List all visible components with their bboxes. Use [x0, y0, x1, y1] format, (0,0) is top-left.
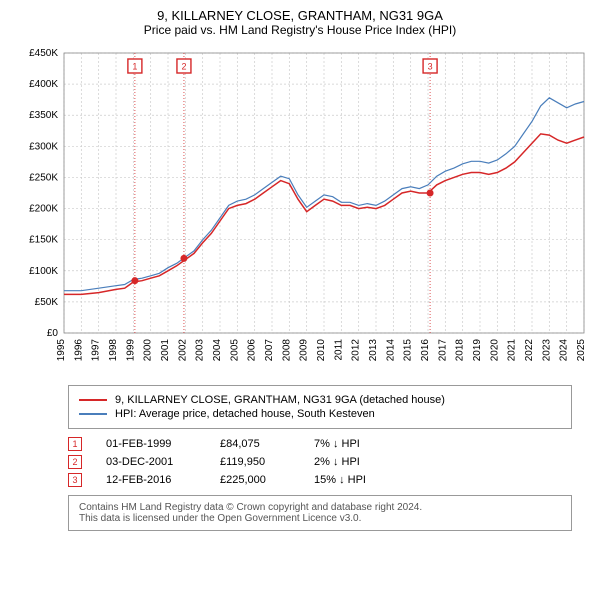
svg-text:2013: 2013	[368, 339, 379, 362]
svg-text:2012: 2012	[351, 339, 362, 362]
svg-text:2024: 2024	[559, 339, 570, 362]
svg-text:2009: 2009	[299, 339, 310, 362]
svg-text:£450K: £450K	[29, 48, 58, 59]
svg-text:2001: 2001	[160, 339, 171, 362]
footer-line1: Contains HM Land Registry data © Crown c…	[79, 502, 561, 513]
svg-text:£50K: £50K	[35, 297, 59, 308]
svg-text:1: 1	[132, 62, 137, 72]
transaction-date: 12-FEB-2016	[106, 474, 196, 486]
legend-item-hpi: HPI: Average price, detached house, Sout…	[79, 408, 561, 420]
svg-text:2011: 2011	[333, 339, 344, 361]
transaction-pct: 2% ↓ HPI	[314, 456, 404, 468]
svg-text:3: 3	[428, 62, 433, 72]
page-title: 9, KILLARNEY CLOSE, GRANTHAM, NG31 9GA	[8, 8, 592, 23]
svg-text:£400K: £400K	[29, 79, 58, 90]
svg-text:2: 2	[181, 62, 186, 72]
transaction-row: 1 01-FEB-1999 £84,075 7% ↓ HPI	[68, 437, 572, 451]
svg-text:£200K: £200K	[29, 204, 58, 215]
legend-item-property: 9, KILLARNEY CLOSE, GRANTHAM, NG31 9GA (…	[79, 394, 561, 406]
svg-text:2021: 2021	[507, 339, 518, 362]
chart: £0 £50K £100K £150K £200K £250K £300K £350K £400…	[8, 45, 592, 375]
svg-text:2023: 2023	[541, 339, 552, 362]
svg-text:2007: 2007	[264, 339, 275, 362]
svg-text:2017: 2017	[437, 339, 448, 362]
transaction-marker: 1	[68, 437, 82, 451]
svg-text:1996: 1996	[73, 339, 84, 362]
svg-text:2004: 2004	[212, 339, 223, 362]
svg-text:£350K: £350K	[29, 110, 58, 121]
legend-swatch-property	[79, 399, 107, 401]
svg-text:2020: 2020	[489, 339, 500, 362]
svg-text:1997: 1997	[91, 339, 102, 362]
svg-text:2006: 2006	[247, 339, 258, 362]
legend: 9, KILLARNEY CLOSE, GRANTHAM, NG31 9GA (…	[68, 385, 572, 429]
svg-text:2016: 2016	[420, 339, 431, 362]
svg-text:£250K: £250K	[29, 172, 58, 183]
svg-text:2008: 2008	[281, 339, 292, 362]
footer-line2: This data is licensed under the Open Gov…	[79, 513, 561, 524]
svg-text:2022: 2022	[524, 339, 535, 362]
transaction-marker: 2	[68, 455, 82, 469]
chart-svg: £0 £50K £100K £150K £200K £250K £300K £350K £400…	[8, 45, 592, 375]
svg-text:2000: 2000	[143, 339, 154, 362]
svg-text:2014: 2014	[385, 339, 396, 362]
transaction-price: £119,950	[220, 456, 290, 468]
svg-text:2015: 2015	[403, 339, 414, 362]
transaction-date: 03-DEC-2001	[106, 456, 196, 468]
svg-text:2010: 2010	[316, 339, 327, 362]
transaction-pct: 15% ↓ HPI	[314, 474, 404, 486]
svg-text:2025: 2025	[576, 339, 587, 362]
svg-text:1995: 1995	[56, 339, 67, 362]
svg-text:2005: 2005	[229, 339, 240, 362]
svg-text:2003: 2003	[195, 339, 206, 362]
transaction-price: £225,000	[220, 474, 290, 486]
svg-text:2018: 2018	[455, 339, 466, 362]
page-subtitle: Price paid vs. HM Land Registry's House …	[8, 23, 592, 37]
transaction-price: £84,075	[220, 438, 290, 450]
legend-swatch-hpi	[79, 413, 107, 415]
svg-text:£100K: £100K	[29, 266, 58, 277]
svg-text:1998: 1998	[108, 339, 119, 362]
transaction-date: 01-FEB-1999	[106, 438, 196, 450]
svg-text:1999: 1999	[125, 339, 136, 362]
legend-label-hpi: HPI: Average price, detached house, Sout…	[115, 408, 375, 420]
svg-text:£150K: £150K	[29, 235, 58, 246]
footer: Contains HM Land Registry data © Crown c…	[68, 495, 572, 531]
transaction-marker: 3	[68, 473, 82, 487]
svg-text:2019: 2019	[472, 339, 483, 362]
transaction-table: 1 01-FEB-1999 £84,075 7% ↓ HPI 2 03-DEC-2001 £…	[68, 437, 572, 487]
svg-text:£0: £0	[47, 328, 59, 339]
transaction-row: 2 03-DEC-2001 £119,950 2% ↓ HPI	[68, 455, 572, 469]
svg-text:2002: 2002	[177, 339, 188, 362]
legend-label-property: 9, KILLARNEY CLOSE, GRANTHAM, NG31 9GA (…	[115, 394, 445, 406]
svg-text:£300K: £300K	[29, 141, 58, 152]
transaction-pct: 7% ↓ HPI	[314, 438, 404, 450]
transaction-row: 3 12-FEB-2016 £225,000 15% ↓ HPI	[68, 473, 572, 487]
